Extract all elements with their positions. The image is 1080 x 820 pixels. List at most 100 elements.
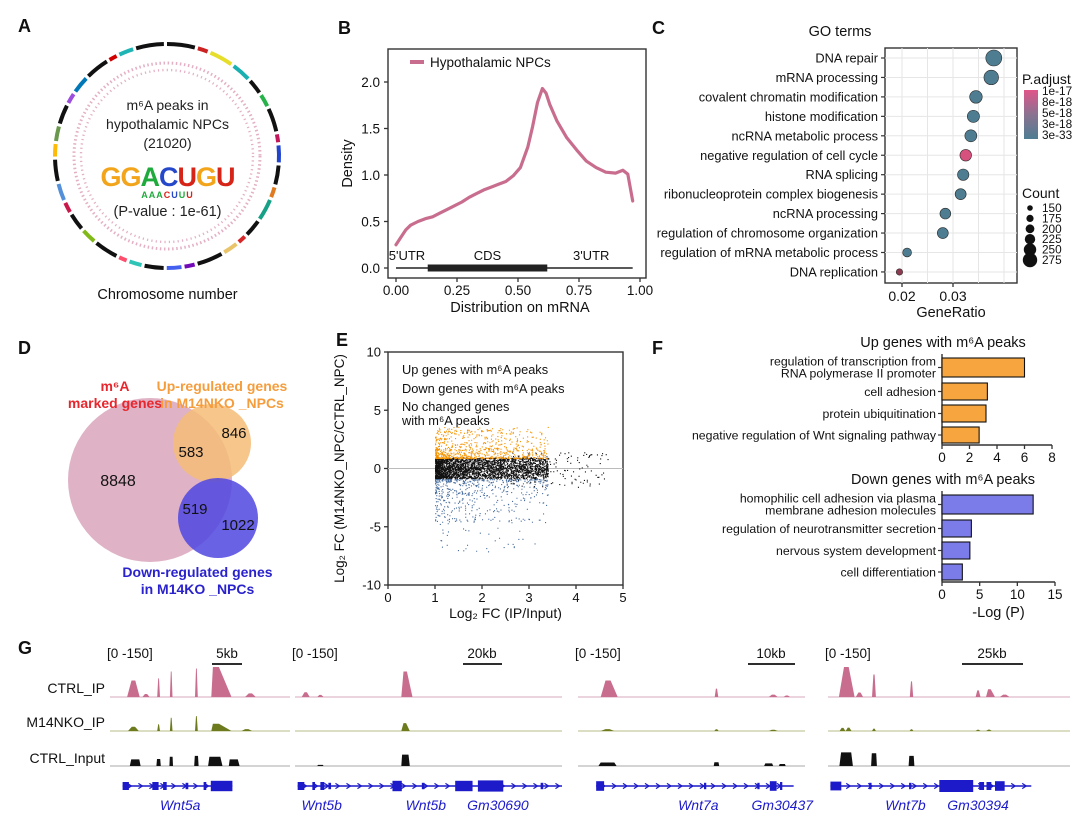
go-term-dot [983,69,999,86]
density-curve [394,86,635,247]
chromosome-ring-segment [118,47,134,57]
padjust-gradient-bar [1024,90,1038,139]
intron-direction-arrow [445,782,451,790]
venn-label-up: Up-regulated genes in M14NKO _NPCs [142,378,302,411]
intron-direction-arrow [511,782,517,790]
venn-label-down-line1: Down-regulated genes [122,564,273,580]
bar-category-label: regulation of neurotransmitter secretion [722,522,936,536]
chromosome-ring-segment [197,46,209,54]
circos-center-line2: hypothalamic NPCs [106,116,229,132]
x-tick-label: 10 [1010,587,1025,602]
chromosome-ring-segment [73,77,88,93]
padjust-legend-value: 1e-17 [1042,84,1072,98]
chromosome-ring-segment [54,126,61,142]
intron-direction-arrow [845,782,852,790]
exon-box [869,782,872,790]
x-tick-label: 2 [966,450,974,465]
exon-box [830,781,842,791]
go-bar [941,357,1026,378]
panel-c-label: C [652,18,665,38]
intron-direction-arrow [544,782,550,790]
x-axis-title: Log₂ FC (IP/Input) [449,605,562,621]
chromosome-ring-segment [274,133,281,143]
exon-box [909,782,912,790]
x-tick-label: 1.00 [627,283,653,298]
chromosome-ring-segment [209,50,233,66]
motif-subletter: A [141,190,149,200]
venn-label-m6a: m⁶A marked genes [60,378,170,411]
x-tick-label: 0.00 [383,283,409,298]
go-bar-charts: Up genes with m⁶A peaks regulation of tra… [692,335,1063,621]
intron-direction-arrow [900,782,907,790]
x-tick-label: 0.25 [444,283,470,298]
x-tick-label: 0.75 [566,283,592,298]
count-legend-value: 150 [1042,201,1062,215]
go-term-dot [902,247,912,258]
chromosome-ring-segment [86,59,108,78]
intron-direction-arrow [434,782,440,790]
intron-direction-arrow [522,782,528,790]
cds-label: CDS [474,248,502,263]
exon-box [203,782,207,790]
chromosome-ring-segment [197,252,223,266]
go-term-dot [969,90,983,104]
count-legend-dot [1024,234,1036,245]
motif-sequence-logo: GGACUGU [10,162,325,192]
go-term-dot [954,188,967,200]
motif-letter: C [159,162,178,192]
track-range-label: [0 -150] [107,646,153,661]
bar-chart-title: Up genes with m⁶A peaks [860,335,1026,351]
exon-box [596,781,605,791]
chromosome-ring-segment [66,93,76,104]
intron-direction-arrow [699,782,706,790]
panel-a-circos-plot: m⁶A peaks in hypothalamic NPCs (21020) G… [10,10,325,320]
scatter-points-down [439,521,536,553]
utr3-label: 3'UTR [573,248,609,263]
intron-direction-arrow [423,782,429,790]
exon-box [122,782,129,790]
m6a-peak-ring-outer [72,61,262,251]
exon-box [979,782,985,790]
exon-box [939,780,974,792]
venn-diagram: 8848 583 846 519 1022 [68,398,258,562]
signal-peaks-pink [301,671,413,697]
exon-box [320,782,325,790]
x-tick-label: 5 [619,590,626,605]
motif-pvalue: (P-value : 1e-61) [113,204,222,220]
exon-box [455,780,473,792]
x-axis-title: GeneRatio [916,305,985,321]
chromosome-ring-segment [53,159,60,182]
intron-direction-arrow [710,782,717,790]
circos-center-line3: (21020) [143,135,192,151]
x-tick-label: 0.50 [505,283,531,298]
count-legend-value: 275 [1042,253,1062,267]
go-terms-title: GO terms [808,24,872,40]
chromosome-ring-segment [63,202,72,213]
x-tick-label: 6 [1021,450,1029,465]
intron-direction-arrow [1021,782,1028,790]
intron-direction-arrow [878,782,885,790]
intron-direction-arrow [622,782,629,790]
x-tick-label: 1 [431,590,438,605]
go-bar [941,426,980,444]
go-term-label: DNA repair [815,51,878,66]
track-label-m14nko-ip: M14NKO_IP [26,714,105,730]
track-range-label: [0 -150] [825,646,871,661]
go-term-label: ncRNA metabolic process [731,128,878,143]
intron-direction-arrow [138,782,144,790]
count-legend-value: 225 [1042,232,1062,246]
panel-f-label: F [652,338,663,358]
motif-sequence-logo-subrow: AAACUUU [10,191,325,200]
motif-subletter: U [186,190,194,200]
bar-category-label: membrane adhesion molecules [765,504,936,518]
chromosome-ring-segment [232,64,250,81]
intron-direction-arrow [555,782,561,790]
bar-category-label: RNA polymerase II promoter [781,367,936,381]
legend-up: Up genes with m⁶A peaks [402,362,548,377]
gene-name-label: Wnt7a [678,797,719,813]
circos-center-line1: m⁶A peaks in [126,97,209,113]
go-bar [941,494,1034,515]
count-legend-dot [1026,214,1034,222]
go-bar [941,563,963,581]
bar-category-label: regulation of transcription from [770,355,936,369]
